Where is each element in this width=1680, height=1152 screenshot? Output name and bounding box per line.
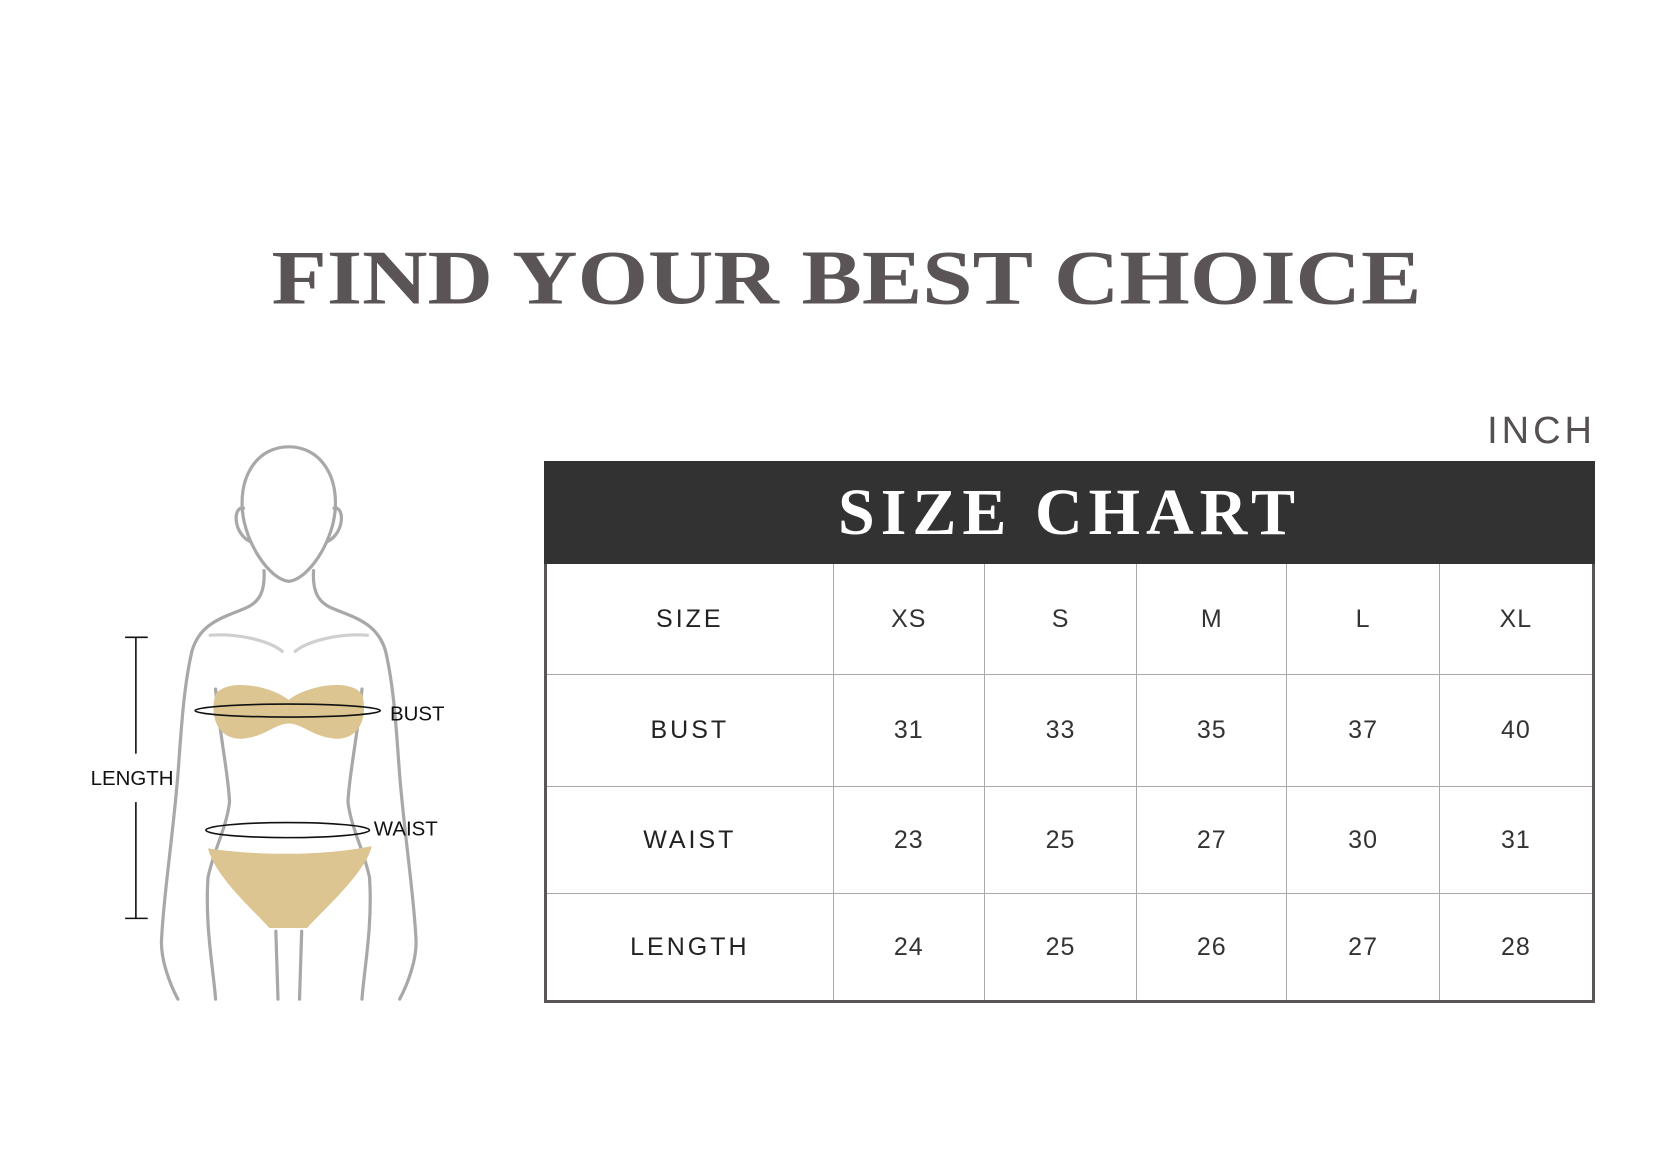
table-cell: XS (832, 564, 984, 674)
table-row: LENGTH 24 25 26 27 28 (547, 893, 1592, 1000)
table-cell: 31 (832, 675, 984, 786)
table-cell: 27 (1136, 787, 1286, 893)
table-cell: 27 (1286, 894, 1438, 1000)
waist-garment (208, 846, 372, 929)
body-figure (159, 445, 418, 1001)
table-cell: 23 (832, 787, 984, 893)
table-cell: 31 (1438, 787, 1592, 893)
header-row: SIZE XS S M L XL (547, 564, 1592, 674)
table-row: WAIST 23 25 27 30 31 (547, 786, 1592, 893)
table-cell: 24 (832, 894, 984, 1000)
table-cell: 40 (1438, 675, 1592, 786)
table-cell: 26 (1136, 894, 1286, 1000)
unit-label: INCH (1487, 410, 1596, 452)
table-cell: L (1286, 564, 1438, 674)
row-label: SIZE (656, 604, 724, 633)
table-cell: 28 (1438, 894, 1592, 1000)
table-cell: 35 (1136, 675, 1286, 786)
length-measure-line (125, 636, 148, 920)
size-chart-title: SIZE CHART (838, 475, 1301, 549)
bust-garment (213, 685, 365, 739)
size-chart-header: SIZE CHART (544, 461, 1595, 564)
table-cell: XL (1438, 564, 1592, 674)
row-label: LENGTH (630, 932, 750, 961)
table-cell: 25 (983, 894, 1136, 1000)
size-chart-table: SIZE CHART SIZE XS S M L XL BUST 31 33 35 37 40 WAIS… (544, 461, 1595, 1003)
page-title: FIND YOUR BEST CHOICE (272, 235, 1422, 321)
bust-measure-line (194, 703, 382, 718)
row-label: WAIST (643, 825, 737, 854)
waist-label: WAIST (374, 817, 438, 840)
table-cell: 33 (983, 675, 1136, 786)
table-cell: S (983, 564, 1136, 674)
table-cell: M (1136, 564, 1286, 674)
row-label: BUST (650, 716, 730, 744)
length-label: LENGTH (91, 767, 174, 790)
head (240, 445, 338, 584)
table-cell: 37 (1286, 675, 1438, 786)
table-cell: 25 (983, 787, 1136, 893)
waist-measure-line (205, 821, 371, 839)
table-row: BUST 31 33 35 37 40 (547, 674, 1592, 786)
bust-label: BUST (390, 702, 445, 725)
size-chart-body: SIZE XS S M L XL BUST 31 33 35 37 40 WAIST 23 25 27 30 31… (544, 564, 1595, 1003)
table-cell: 30 (1286, 787, 1438, 893)
